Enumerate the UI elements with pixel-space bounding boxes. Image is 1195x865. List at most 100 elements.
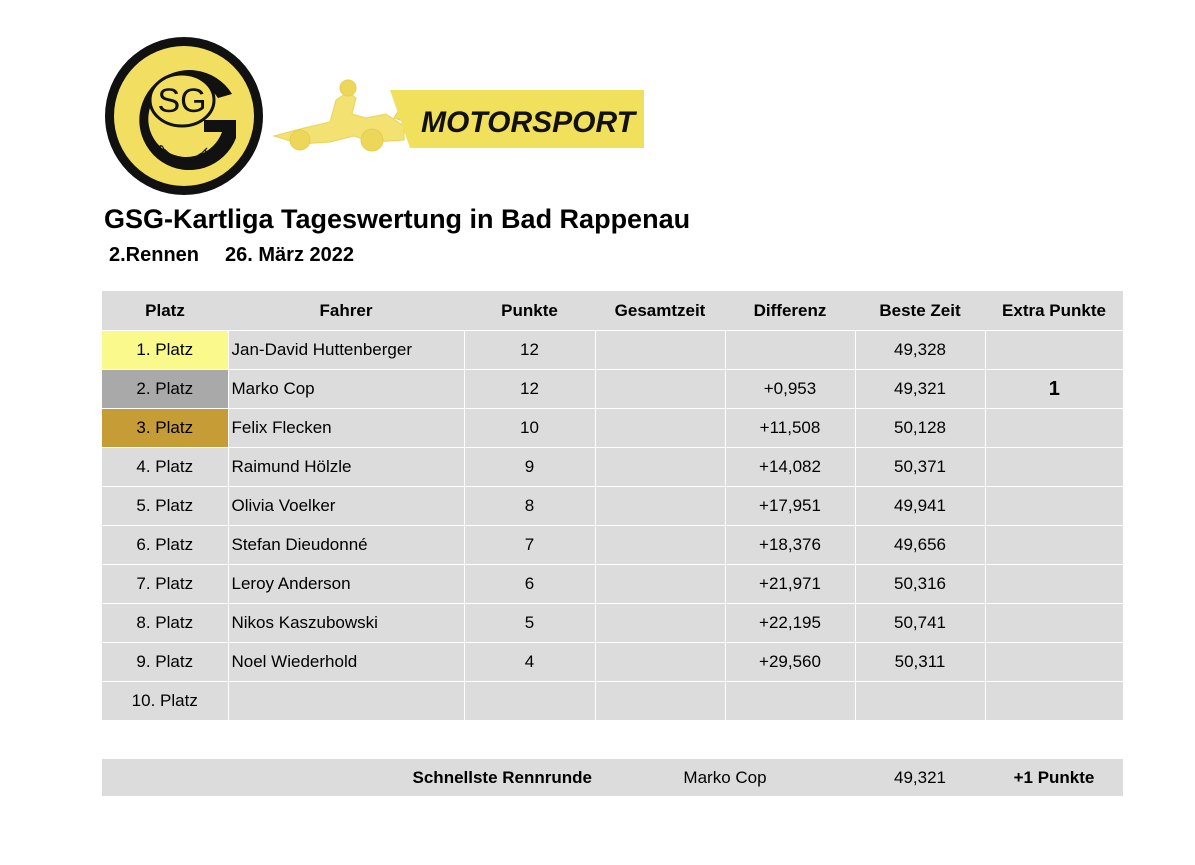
cell-beste-zeit: 50,311 — [854, 642, 985, 682]
cell-differenz: +21,971 — [724, 564, 855, 604]
cell-gesamtzeit — [594, 486, 725, 526]
cell-differenz: +0,953 — [724, 369, 855, 409]
fastest-lap-row: Schnellste Rennrunde Marko Cop 49,321 +1… — [102, 759, 1123, 796]
cell-extra-punkte — [984, 330, 1123, 370]
cell-platz: 2. Platz — [102, 369, 228, 409]
fastest-lap-time: 49,321 — [855, 759, 985, 796]
cell-fahrer: Marko Cop — [227, 369, 464, 409]
cell-platz: 10. Platz — [102, 681, 228, 720]
cell-platz: 3. Platz — [102, 408, 228, 448]
cell-punkte: 8 — [463, 486, 595, 526]
cell-beste-zeit: 49,328 — [854, 330, 985, 370]
seal-letters: SG — [157, 82, 206, 120]
cell-beste-zeit — [854, 681, 985, 720]
kart-icon — [272, 79, 409, 152]
cell-gesamtzeit — [594, 525, 725, 565]
col-header-platz: Platz — [102, 291, 228, 331]
cell-fahrer: Raimund Hölzle — [227, 447, 464, 487]
cell-fahrer — [227, 681, 464, 720]
cell-punkte: 7 — [463, 525, 595, 565]
cell-platz: 4. Platz — [102, 447, 228, 487]
cell-extra-punkte: 1 — [984, 369, 1123, 409]
cell-punkte: 9 — [463, 447, 595, 487]
cell-gesamtzeit — [594, 369, 725, 409]
cell-platz: 9. Platz — [102, 642, 228, 682]
table-row: 3. Platz Felix Flecken 10 +11,508 50,128 — [102, 408, 1123, 448]
table-row: 4. Platz Raimund Hölzle 9 +14,082 50,371 — [102, 447, 1123, 487]
table-row: 8. Platz Nikos Kaszubowski 5 +22,195 50,… — [102, 603, 1123, 643]
gsg-stuttgart-seal: SG STUTTGART — [105, 37, 263, 195]
col-header-fahrer: Fahrer — [228, 291, 464, 331]
gsg-motorsport-logo: SG STUTTGART MOTORSPORT — [105, 37, 644, 195]
cell-fahrer: Nikos Kaszubowski — [227, 603, 464, 643]
cell-fahrer: Leroy Anderson — [227, 564, 464, 604]
race-subtitle: 2.Rennen 26. März 2022 — [109, 244, 354, 267]
cell-extra-punkte — [984, 642, 1123, 682]
cell-gesamtzeit — [594, 330, 725, 370]
cell-differenz: +14,082 — [724, 447, 855, 487]
cell-platz: 6. Platz — [102, 525, 228, 565]
cell-punkte — [463, 681, 595, 720]
col-header-punkte: Punkte — [464, 291, 595, 331]
cell-gesamtzeit — [594, 642, 725, 682]
table-row: 10. Platz — [102, 681, 1123, 720]
cell-fahrer: Olivia Voelker — [227, 486, 464, 526]
cell-fahrer: Felix Flecken — [227, 408, 464, 448]
cell-extra-punkte — [984, 525, 1123, 565]
fastest-lap-table: Schnellste Rennrunde Marko Cop 49,321 +1… — [102, 759, 1123, 796]
cell-punkte: 10 — [463, 408, 595, 448]
col-header-beste-zeit: Beste Zeit — [855, 291, 985, 331]
cell-differenz — [724, 681, 855, 720]
cell-differenz — [724, 330, 855, 370]
cell-beste-zeit: 50,128 — [854, 408, 985, 448]
cell-gesamtzeit — [594, 447, 725, 487]
cell-gesamtzeit — [594, 681, 725, 720]
race-date: 26. März 2022 — [225, 244, 355, 266]
cell-beste-zeit: 49,321 — [854, 369, 985, 409]
cell-extra-punkte — [984, 447, 1123, 487]
cell-gesamtzeit — [594, 408, 725, 448]
cell-extra-punkte — [984, 603, 1123, 643]
page-title: GSG-Kartliga Tageswertung in Bad Rappena… — [104, 204, 691, 234]
cell-differenz: +29,560 — [724, 642, 855, 682]
cell-fahrer: Noel Wiederhold — [227, 642, 464, 682]
cell-punkte: 5 — [463, 603, 595, 643]
banner-text: MOTORSPORT — [421, 106, 638, 139]
table-row: 9. Platz Noel Wiederhold 4 +29,560 50,31… — [102, 642, 1123, 682]
table-row: 5. Platz Olivia Voelker 8 +17,951 49,941 — [102, 486, 1123, 526]
cell-punkte: 12 — [463, 369, 595, 409]
cell-beste-zeit: 49,656 — [854, 525, 985, 565]
cell-platz: 8. Platz — [102, 603, 228, 643]
fastest-lap-driver: Marko Cop — [595, 759, 855, 796]
fastest-lap-bonus: +1 Punkte — [985, 759, 1123, 796]
cell-fahrer: Jan-David Huttenberger — [227, 330, 464, 370]
race-number: 2.Rennen — [109, 244, 200, 266]
cell-differenz: +17,951 — [724, 486, 855, 526]
cell-differenz: +11,508 — [724, 408, 855, 448]
table-row: 6. Platz Stefan Dieudonné 7 +18,376 49,6… — [102, 525, 1123, 565]
cell-gesamtzeit — [594, 564, 725, 604]
cell-differenz: +18,376 — [724, 525, 855, 565]
table-row: 7. Platz Leroy Anderson 6 +21,971 50,316 — [102, 564, 1123, 604]
cell-platz: 7. Platz — [102, 564, 228, 604]
cell-platz: 1. Platz — [102, 330, 228, 370]
cell-beste-zeit: 50,316 — [854, 564, 985, 604]
cell-extra-punkte — [984, 408, 1123, 448]
cell-extra-punkte — [984, 681, 1123, 720]
table-row: 2. Platz Marko Cop 12 +0,953 49,321 1 — [102, 369, 1123, 409]
col-header-extra-punkte: Extra Punkte — [985, 291, 1123, 331]
col-header-gesamtzeit: Gesamtzeit — [595, 291, 725, 331]
cell-extra-punkte — [984, 486, 1123, 526]
cell-punkte: 6 — [463, 564, 595, 604]
cell-beste-zeit: 50,741 — [854, 603, 985, 643]
cell-differenz: +22,195 — [724, 603, 855, 643]
cell-punkte: 4 — [463, 642, 595, 682]
table-row: 1. Platz Jan-David Huttenberger 12 49,32… — [102, 330, 1123, 370]
cell-beste-zeit: 49,941 — [854, 486, 985, 526]
fastest-lap-label: Schnellste Rennrunde — [102, 759, 595, 796]
table-header-row: Platz Fahrer Punkte Gesamtzeit Differenz… — [102, 291, 1123, 331]
cell-extra-punkte — [984, 564, 1123, 604]
cell-platz: 5. Platz — [102, 486, 228, 526]
results-table: Platz Fahrer Punkte Gesamtzeit Differenz… — [102, 291, 1123, 720]
col-header-differenz: Differenz — [725, 291, 855, 331]
